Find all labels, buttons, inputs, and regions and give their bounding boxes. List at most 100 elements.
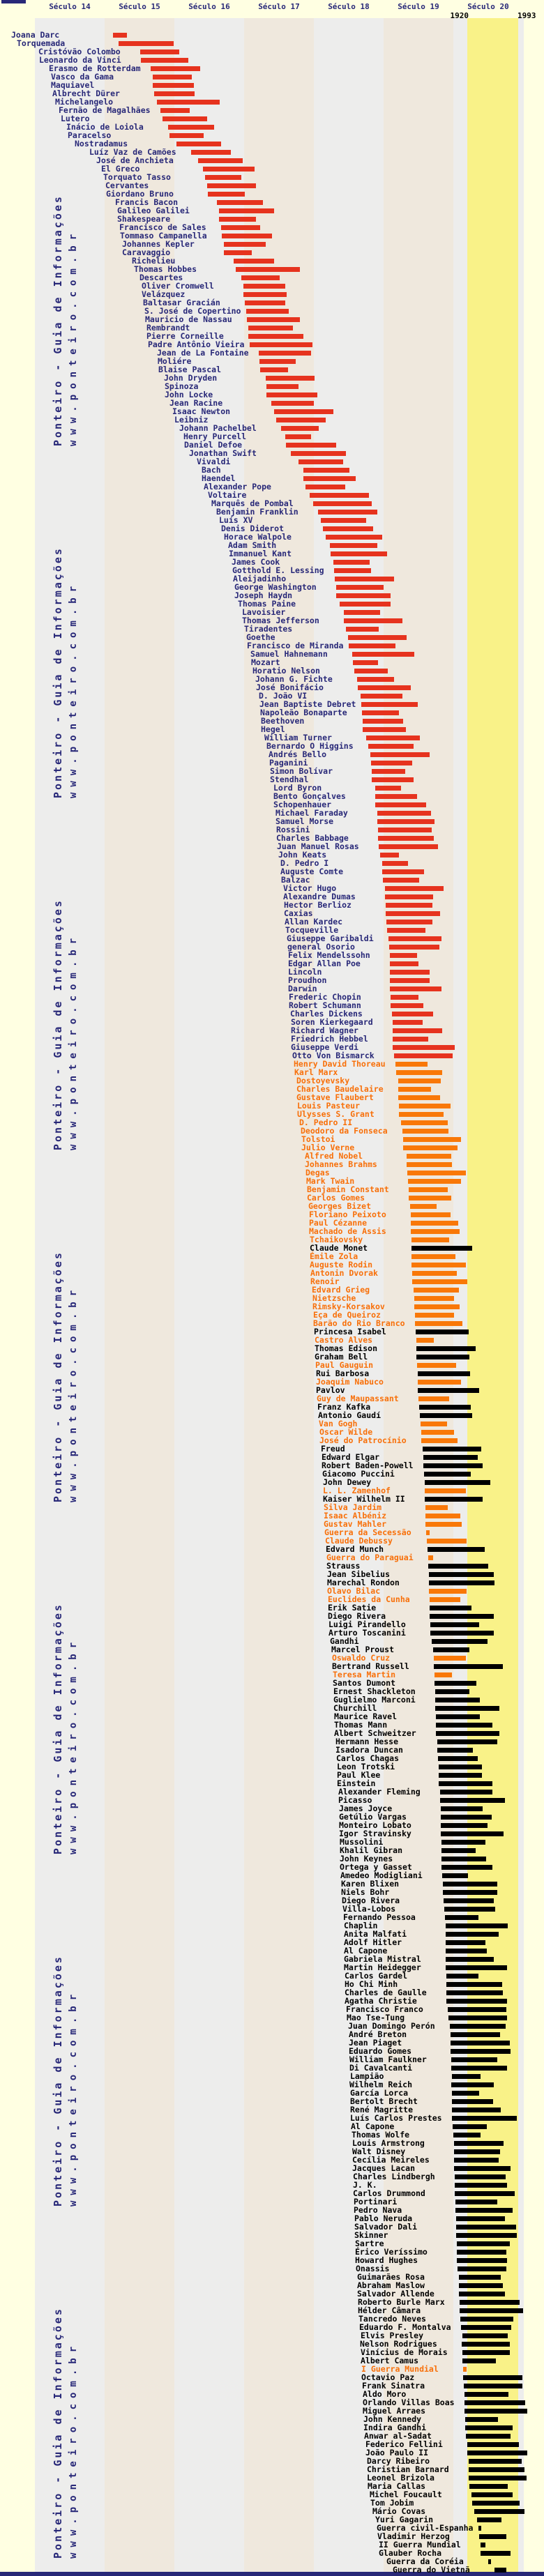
timeline-row-label: Michelangelo [55,98,157,106]
timeline-row-label: Floriano Peixoto [309,1210,411,1219]
timeline-row-label: Daniel Defoe [184,441,286,449]
person-name: Gandhi [330,1636,359,1646]
lifespan-bar [399,1111,444,1117]
lifespan-bar [207,183,256,188]
lifespan-bar [379,844,438,849]
person-name: Eduardo Gomes [349,2045,412,2056]
timeline-row-label: Thomas Paine [238,600,340,608]
person-name: Leonardo da Vinci [39,54,121,65]
timeline-row-label: Edvard Grieg [312,1286,414,1294]
person-name: Baltasar Gracián [143,297,220,307]
person-name: Samuel Hahnemann [250,648,328,659]
timeline-row-label: Benjamin Constant [307,1185,409,1194]
person-name: Barão do Rio Branco [313,1318,405,1328]
timeline-row-label: Tocqueville [285,926,387,934]
watermark-title: Ponteiro - Guia de Informações [52,1251,64,1502]
lifespan-bar [248,325,293,330]
lifespan-bar [459,2282,503,2288]
lifespan-bar [451,2057,497,2062]
timeline-row-label: Glauber Rocha [379,2549,481,2557]
timeline-row-label: Getúlio Vargas [339,1813,441,1821]
lifespan-bar [440,1789,492,1794]
timeline-row-label: Émile Zola [310,1252,411,1260]
person-name: Guy de Maupassant [317,1393,399,1403]
person-name: Descartes [139,272,183,282]
timeline-row-label: João Paulo II [365,2448,467,2457]
person-name: Bertolt Brecht [350,2096,418,2106]
lifespan-bar [378,827,432,832]
timeline-row-label: II Guerra Mundial [379,2540,481,2549]
lifespan-bar [299,459,343,464]
person-name: Octavio Paz [361,2372,415,2382]
person-name: John Dryden [164,372,218,383]
lifespan-bar [385,894,433,899]
person-name: Edward Elgar [322,1451,380,1462]
lifespan-bar [469,2458,522,2464]
timeline-row-label: Benjamin Franklin [216,508,318,516]
timeline-row-label: Jean Baptiste Debret [259,700,361,708]
person-name: Adam Smith [228,540,277,550]
lifespan-bar [335,576,394,581]
lifespan-bar [452,2115,517,2121]
person-name: John Kennedy [363,2414,422,2424]
timeline-row-label: Henry Purcell [183,431,285,441]
lifespan-bar [323,526,373,531]
person-name: Charles Babbage [276,832,349,843]
timeline-row-label: Marcel Proust [331,1645,433,1654]
person-name: Fernando Pessoa [343,1912,416,1922]
year-marker-end: 1993 [517,11,536,20]
lifespan-bar [430,1622,479,1627]
watermark-url: www.ponteiro.com.br [68,1284,79,1502]
lifespan-bar [454,2149,500,2154]
lifespan-bar [429,1571,494,1577]
lifespan-bar [434,1663,503,1669]
lifespan-bar [446,1948,487,1953]
person-name: George Washington [234,581,317,592]
highlight-band-1920-1993 [467,18,518,2573]
lifespan-bar [375,793,417,799]
century-label: Século 16 [188,2,230,11]
person-name: Bernardo O Higgins [266,740,354,751]
lifespan-bar [454,2157,499,2163]
person-name: Nostradamus [75,138,128,148]
person-name: Al Capone [351,2121,395,2131]
lifespan-bar [443,1889,497,1895]
lifespan-bar [453,2132,481,2137]
timeline-row-label: Auguste Comte [280,867,382,876]
timeline-row-label: Bento Gonçalves [273,792,375,800]
timeline-row-label: Antonin Dvorak [310,1269,412,1277]
timeline-row-label: Barão do Rio Branco [313,1318,415,1328]
lifespan-bar [361,701,418,707]
century-band [35,18,105,2573]
person-name: Charles Baudelaire [296,1083,384,1094]
person-name: Francisco de Sales [119,222,206,232]
person-name: Lincoln [288,966,322,977]
lifespan-bar [418,1379,461,1385]
lifespan-bar [494,2567,506,2573]
timeline-row-label: Francisco de Sales [119,222,221,232]
lifespan-bar [390,961,418,966]
person-name: Cecília Meireles [352,2154,430,2165]
timeline-row-label: Gustave Flaubert [296,1093,398,1102]
person-name: Francisco Franco [346,2004,423,2014]
timeline-row-label: Eça de Queiroz [313,1311,415,1319]
lifespan-bar [375,785,401,791]
lifespan-bar [430,1596,460,1602]
timeline-row-label: Christian Barnard [367,2465,469,2474]
lifespan-bar [408,1178,461,1184]
timeline-row-label: Joaquim Nabuco [316,1378,418,1386]
lifespan-bar [259,358,296,364]
person-name: Juan Manuel Rosas [277,841,359,851]
timeline-row-label: Erik Satie [328,1603,430,1612]
lifespan-bar [446,1931,499,1937]
person-name: Francis Bacon [115,197,179,207]
person-name: Charles Lindbergh [353,2171,435,2181]
person-name: Mozart [251,657,280,667]
person-name: Jacques Lacan [352,2163,416,2173]
lifespan-bar [401,1120,448,1125]
person-name: Henry Purcell [183,431,247,441]
year-marker-start: 1920 [450,11,469,20]
lifespan-bar [340,601,391,607]
person-name: Immanuel Kant [229,548,292,558]
timeline-row-label: Guerra do Vietnã [393,2566,494,2574]
